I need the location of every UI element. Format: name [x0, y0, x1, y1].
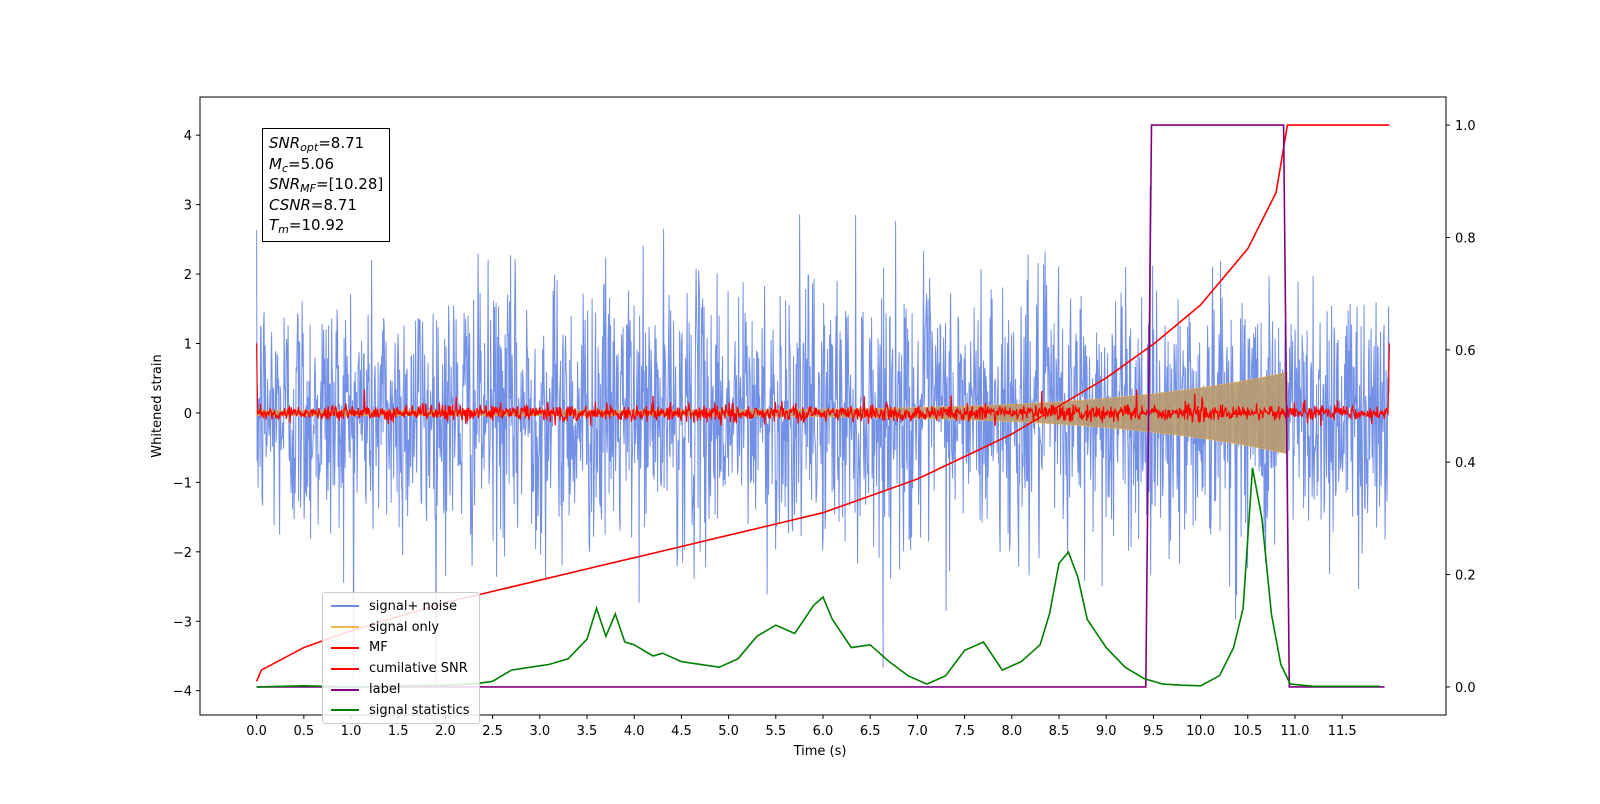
legend-swatch [331, 646, 359, 649]
y-right-tick-label: 0.0 [1455, 681, 1476, 696]
y-right-tick-label: 1.0 [1455, 119, 1476, 134]
legend-swatch [331, 709, 359, 712]
y-tick-label: 2 [184, 268, 192, 283]
y-tick-label: 1 [184, 338, 192, 353]
legend-swatch [331, 626, 359, 629]
y-axis-left: 4 3 2 1 0 −1 −2 −3 −4 [173, 129, 200, 700]
legend: signal+ noise signal only MF cumilative … [322, 592, 480, 724]
snr-opt-line: SNRopt=8.71 [269, 133, 383, 154]
signal-statistics-line [256, 467, 1380, 688]
legend-item-label: label [323, 679, 479, 700]
legend-label: signal statistics [369, 702, 470, 718]
tm-subscript: m [278, 223, 289, 236]
y-tick-label: 4 [184, 129, 192, 144]
x-tick-label: 1.0 [341, 724, 362, 739]
x-tick-label: 5.5 [765, 724, 786, 739]
x-tick-label: 4.0 [624, 724, 645, 739]
legend-item-signal-plus-noise: signal+ noise [323, 596, 479, 617]
legend-swatch [331, 667, 359, 670]
y-axis-right: 1.0 0.8 0.6 0.4 0.2 0.0 [1446, 119, 1476, 696]
x-tick-label: 0.5 [293, 724, 314, 739]
y-right-tick-label: 0.8 [1455, 231, 1476, 246]
x-tick-label: 10.0 [1186, 724, 1215, 739]
tm-value: =10.92 [288, 216, 345, 234]
y-tick-label: −3 [173, 615, 192, 630]
legend-label: signal only [369, 619, 440, 635]
x-tick-label: 8.5 [1049, 724, 1070, 739]
x-tick-label: 3.0 [529, 724, 550, 739]
legend-label: cumilative SNR [369, 661, 468, 677]
x-tick-label: 9.5 [1143, 724, 1164, 739]
mc-line: Mc=5.06 [269, 154, 383, 175]
x-tick-label: 10.5 [1233, 724, 1262, 739]
csnr-line: CSNR=8.71 [269, 195, 383, 216]
snr-opt-value: =8.71 [318, 134, 365, 152]
legend-label: signal+ noise [369, 598, 458, 614]
y-axis-label: Whitened strain [150, 354, 165, 457]
legend-label: MF [369, 640, 388, 656]
x-tick-label: 8.0 [1001, 724, 1022, 739]
x-tick-label: 6.5 [860, 724, 881, 739]
x-tick-label: 3.5 [577, 724, 598, 739]
mc-subscript: c [281, 161, 289, 175]
y-right-tick-label: 0.2 [1455, 569, 1476, 584]
mf-line [256, 343, 1390, 427]
y-right-tick-label: 0.6 [1455, 344, 1476, 359]
x-axis-label: Time (s) [793, 744, 847, 759]
mc-name: M [269, 154, 282, 173]
x-tick-label: 2.0 [435, 724, 456, 739]
signal-plus-noise-line [256, 186, 1390, 690]
x-tick-label: 9.0 [1096, 724, 1117, 739]
legend-swatch [331, 688, 359, 691]
mc-value: =5.06 [288, 154, 334, 173]
snr-opt-name: SNR [269, 134, 301, 152]
legend-label: label [369, 682, 401, 698]
x-tick-label: 4.5 [671, 724, 692, 739]
y-tick-label: −1 [173, 476, 192, 491]
snr-info-box: SNRopt=8.71 Mc=5.06 SNRMF=[10.28] CSNR=8… [262, 128, 391, 242]
x-tick-label: 6.0 [813, 724, 834, 739]
csnr-value: =8.71 [310, 195, 357, 214]
snr-mf-value: =[10.28] [316, 175, 384, 193]
legend-item-signal-only: signal only [323, 617, 479, 638]
x-axis: 0.0 0.5 1.0 1.5 2.0 2.5 3.0 3.5 4.0 4.5 5.0 5.5 6.0 6… [246, 715, 1357, 739]
legend-item-signal-statistics: signal statistics [323, 700, 479, 721]
tm-line: Tm=10.92 [269, 215, 383, 236]
y-tick-label: −4 [173, 685, 192, 700]
snr-mf-subscript: MF [300, 182, 316, 195]
x-tick-label: 11.5 [1328, 724, 1357, 739]
y-tick-label: 3 [184, 199, 192, 214]
plot-area [255, 124, 1390, 690]
x-tick-label: 7.0 [907, 724, 928, 739]
x-tick-label: 11.0 [1280, 724, 1309, 739]
y-tick-label: −2 [173, 546, 192, 561]
x-tick-label: 2.5 [482, 724, 503, 739]
tm-name: T [269, 216, 279, 234]
legend-swatch [331, 605, 359, 608]
x-tick-label: 1.5 [388, 724, 409, 739]
y-tick-label: 0 [184, 407, 192, 422]
csnr-name: CSNR [269, 195, 311, 214]
legend-item-cumulative-snr: cumilative SNR [323, 658, 479, 679]
x-tick-label: 5.0 [718, 724, 739, 739]
label-line [256, 124, 1385, 688]
y-right-tick-label: 0.4 [1455, 456, 1476, 471]
snr-opt-subscript: opt [300, 141, 319, 154]
x-tick-label: 7.5 [954, 724, 975, 739]
x-tick-label: 0.0 [246, 724, 267, 739]
legend-item-mf: MF [323, 638, 479, 659]
snr-mf-line: SNRMF=[10.28] [269, 174, 383, 195]
snr-mf-name: SNR [269, 175, 301, 193]
